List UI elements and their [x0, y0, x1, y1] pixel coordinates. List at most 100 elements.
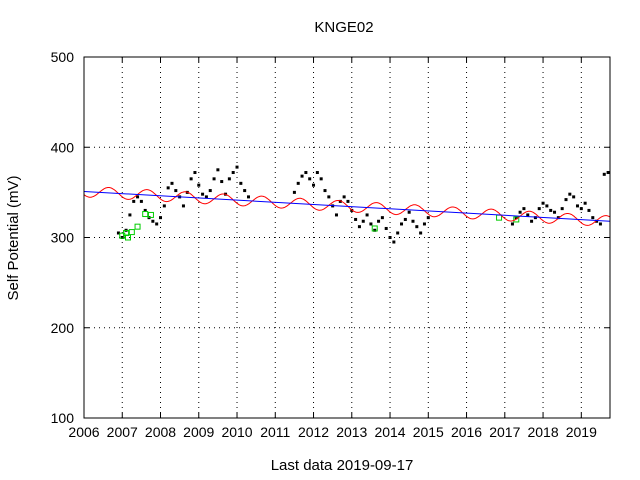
- data-point: [545, 204, 549, 208]
- x-tick-label: 2019: [566, 424, 597, 440]
- data-point: [549, 208, 553, 212]
- data-point: [227, 177, 231, 181]
- x-tick-label: 2015: [413, 424, 444, 440]
- data-point: [556, 216, 560, 220]
- data-point: [208, 189, 212, 193]
- secondary-point: [147, 211, 154, 218]
- data-point: [602, 172, 606, 176]
- secondary-point: [371, 225, 378, 232]
- data-point: [243, 189, 247, 193]
- data-point: [239, 181, 243, 185]
- x-tick-label: 2013: [336, 424, 367, 440]
- data-point: [231, 171, 235, 175]
- data-point: [136, 195, 140, 199]
- data-point: [392, 240, 396, 244]
- y-tick-label: 300: [51, 230, 75, 246]
- data-point: [595, 219, 599, 223]
- data-point: [526, 213, 530, 217]
- data-point: [159, 216, 163, 220]
- data-point: [518, 210, 522, 214]
- data-point: [537, 207, 541, 211]
- data-point: [308, 177, 312, 181]
- data-point: [346, 199, 350, 203]
- data-point: [342, 195, 346, 199]
- data-point: [189, 177, 193, 181]
- data-point: [606, 171, 610, 175]
- x-tick-label: 2006: [68, 424, 99, 440]
- data-point: [155, 222, 159, 226]
- data-point: [403, 217, 407, 221]
- data-point: [139, 199, 143, 203]
- data-point: [212, 177, 216, 181]
- data-point: [193, 171, 197, 175]
- data-point: [591, 216, 595, 220]
- data-point: [553, 210, 557, 214]
- x-tick-label: 2007: [107, 424, 138, 440]
- data-point: [201, 192, 205, 196]
- data-point: [568, 192, 572, 196]
- data-point: [564, 198, 568, 202]
- data-point: [400, 222, 404, 226]
- data-point: [396, 231, 400, 235]
- data-point: [533, 216, 537, 220]
- secondary-point: [134, 223, 141, 230]
- data-point: [220, 180, 224, 184]
- data-point: [143, 208, 147, 212]
- secondary-point: [142, 211, 149, 218]
- plot-area: [84, 57, 610, 418]
- data-point: [380, 216, 384, 220]
- data-point: [197, 183, 201, 187]
- data-point: [319, 177, 323, 181]
- x-tick-label: 2016: [451, 424, 482, 440]
- x-axis-ticks: 2006 2007 2008 2009 2010 2011 2012 2013 2014 2015…: [68, 57, 597, 440]
- secondary-point: [124, 234, 131, 241]
- data-point: [304, 171, 308, 175]
- data-point: [514, 216, 518, 220]
- data-point: [369, 222, 373, 226]
- data-point: [216, 168, 220, 172]
- data-point: [388, 236, 392, 239]
- x-tick-label: 2014: [374, 424, 405, 440]
- data-point: [575, 204, 579, 208]
- data-point: [357, 225, 361, 229]
- data-point: [151, 219, 155, 223]
- data-point: [162, 204, 166, 208]
- data-point: [541, 201, 545, 205]
- data-point: [300, 174, 304, 178]
- data-point: [132, 199, 136, 203]
- data-point: [419, 231, 423, 235]
- y-tick-label: 500: [51, 49, 75, 65]
- data-point: [579, 207, 583, 211]
- x-tick-label: 2017: [489, 424, 520, 440]
- y-tick-label: 100: [51, 410, 75, 426]
- x-tick-label: 2012: [298, 424, 329, 440]
- data-point: [116, 231, 120, 235]
- data-point: [235, 165, 239, 169]
- data-point: [365, 213, 369, 217]
- data-point: [560, 207, 564, 211]
- chart-title: KNGE02: [314, 19, 373, 36]
- data-point: [174, 189, 178, 193]
- data-point: [354, 217, 358, 221]
- data-point: [323, 189, 327, 193]
- data-point: [572, 195, 576, 199]
- secondary-point: [128, 229, 135, 236]
- data-point: [315, 171, 319, 175]
- x-tick-label: 2011: [260, 424, 290, 440]
- trend-line: [83, 190, 611, 222]
- data-point: [407, 210, 411, 214]
- data-point: [522, 207, 526, 211]
- x-tick-label: 2010: [221, 424, 252, 440]
- data-point: [373, 228, 377, 232]
- fit-curve: [83, 187, 611, 226]
- data-point: [587, 208, 591, 212]
- x-tick-label: 2018: [527, 424, 558, 440]
- data-point: [312, 183, 316, 187]
- data-point: [166, 186, 170, 190]
- data-point: [327, 195, 331, 199]
- data-point: [170, 181, 174, 185]
- grid: [83, 56, 610, 419]
- data-point: [426, 216, 430, 220]
- data-point: [334, 213, 338, 217]
